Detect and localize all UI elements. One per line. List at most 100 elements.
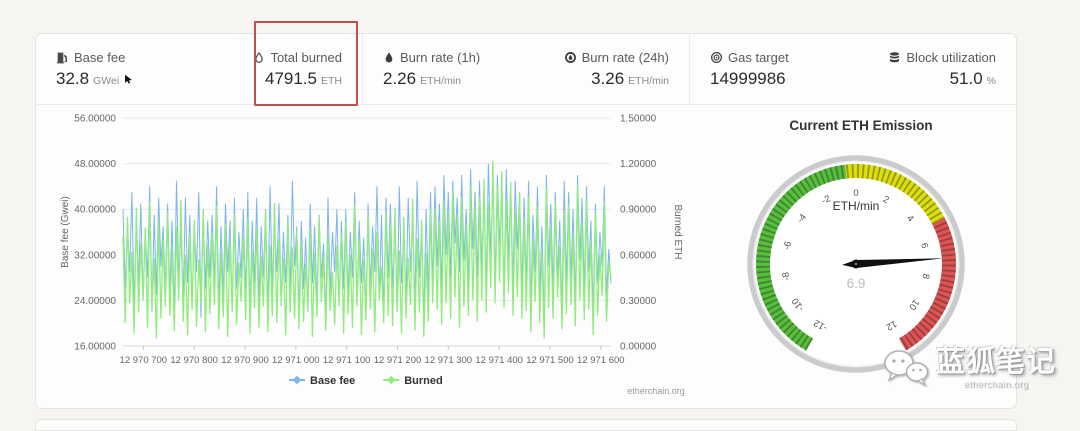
y-left-tick-label: 24.00000 (74, 296, 116, 307)
stat-label: Burn rate (24h) (581, 49, 669, 65)
gauge-value: 6.9 (847, 276, 866, 291)
droplet-icon (383, 51, 395, 64)
y-left-tick-label: 56.00000 (74, 114, 116, 125)
gauge-scale-label: 0 (853, 188, 858, 199)
y-left-tick-label: 40.00000 (74, 205, 116, 216)
gauge-unit-label: ETH/min (833, 199, 880, 213)
database-icon (888, 51, 901, 64)
stat-burn-rate-24h-value-row: 3.26 ETH/min (591, 69, 669, 89)
x-tick-label: 12 971 600 (577, 355, 625, 366)
stat-burn-rate-1h-label-row: Burn rate (1h) (383, 50, 480, 65)
y-right-tick-label: 0.90000 (620, 205, 657, 216)
stat-gas-target-value-row: 14999986 (710, 69, 790, 89)
stat-burn-rate-24h: Burn rate (24h) 3.26 ETH/min (564, 50, 669, 89)
y-right-tick-label: 0.30000 (620, 296, 657, 307)
stat-group-burn-rates: Burn rate (1h) 2.26 ETH/min Burn rate (24… (363, 34, 690, 104)
stat-value: 32.8 (56, 68, 90, 88)
gauge-scale-label: 2 (881, 194, 890, 206)
stat-value: 14999986 (710, 68, 786, 88)
legend-item-burned[interactable]: Burned (383, 375, 443, 387)
gauge-needle-hub-dot (854, 262, 858, 266)
stat-base-fee-value-row: 32.8 GWei (56, 69, 134, 89)
x-tick-label: 12 971 200 (374, 355, 422, 366)
stat-total-burned-label-row: Total burned (253, 50, 342, 65)
stat-label: Block utilization (906, 49, 996, 65)
x-tick-label: 12 970 900 (221, 355, 269, 366)
gauge-scale-label: 8 (920, 273, 932, 280)
stat-base-fee[interactable]: Base fee 32.8 GWei (56, 50, 134, 89)
stat-value: 4791.5 (265, 68, 317, 88)
y-right-axis-title: Burned ETH (672, 204, 683, 259)
legend-marker-symbol (386, 375, 396, 385)
gauge-needle (842, 258, 944, 268)
y-right-tick-label: 1.20000 (620, 159, 657, 170)
y-right-tick-label: 0.60000 (620, 250, 657, 261)
stat-group-block: Gas target 14999986 Block utilization 51… (690, 34, 1016, 104)
y-right-tick-label: 1.50000 (620, 114, 657, 125)
legend-marker-symbol (292, 375, 302, 385)
stat-value: 2.26 (383, 68, 417, 88)
stats-header: Base fee 32.8 GWei Total burned 4791.5 ETH (36, 34, 1016, 105)
stat-total-burned: Total burned 4791.5 ETH (253, 50, 342, 89)
stat-gas-target: Gas target 14999986 (710, 50, 790, 89)
legend-label: Base fee (310, 375, 355, 387)
gauge-scale-label: -8 (780, 271, 792, 281)
stat-unit: ETH (321, 74, 342, 87)
stat-block-utilization: Block utilization 51.0% (888, 50, 996, 89)
gauge-band (898, 217, 956, 351)
gas-pump-icon (56, 51, 69, 64)
flame-ring-icon (564, 51, 577, 64)
stat-gas-target-label-row: Gas target (710, 50, 790, 65)
x-tick-label: 12 971 300 (425, 355, 473, 366)
gauge-scale-label: 6 (918, 242, 930, 250)
stat-burn-rate-1h-value-row: 2.26 ETH/min (383, 69, 480, 89)
gauge-title: Current ETH Emission (789, 118, 933, 133)
x-tick-label: 12 971 500 (526, 355, 574, 366)
droplet-outline-icon (253, 51, 265, 64)
cursor-icon (123, 74, 134, 85)
next-card-edge (35, 419, 1017, 431)
series-burned (122, 160, 612, 339)
y-left-axis-title: Base fee (Gwei) (60, 196, 71, 268)
target-icon (710, 51, 723, 64)
stat-block-utilization-value-row: 51.0% (950, 69, 996, 89)
y-right-tick-label: 0.00000 (620, 342, 657, 353)
stat-label: Burn rate (1h) (400, 49, 481, 65)
dashboard-card: Base fee 32.8 GWei Total burned 4791.5 ETH (35, 33, 1017, 409)
stat-label: Base fee (74, 49, 126, 65)
y-left-tick-label: 32.00000 (74, 250, 116, 261)
stat-value: 51.0 (949, 68, 983, 88)
stat-label: Total burned (270, 49, 342, 65)
burn-chart[interactable]: 16.00000 0.00000 24.00000 0.30000 32.00000 0.… (46, 110, 706, 410)
legend-item-base-fee[interactable]: Base fee (289, 375, 355, 387)
stat-value: 3.26 (591, 68, 625, 88)
stat-label: Gas target (728, 49, 789, 65)
stat-burn-rate-24h-label-row: Burn rate (24h) (564, 50, 669, 65)
x-tick-label: 12 971 400 (475, 355, 523, 366)
x-tick-label: 12 971 100 (323, 355, 371, 366)
gauge-bezel-inner (752, 160, 960, 368)
stat-unit: ETH/min (628, 74, 669, 87)
gauge-scale-label: -2 (820, 193, 832, 207)
gauge-scale-label: 10 (906, 297, 921, 312)
gauge-scale-label: 12 (884, 318, 899, 333)
y-left-tick-label: 16.00000 (74, 342, 116, 353)
x-tick-label: 12 971 000 (272, 355, 320, 366)
stat-block-utilization-label-row: Block utilization (888, 50, 996, 65)
x-tick-label: 12 970 700 (120, 355, 168, 366)
stat-unit: % (986, 74, 996, 87)
stat-burn-rate-1h: Burn rate (1h) 2.26 ETH/min (383, 50, 480, 89)
chart-credit: etherchain.org (627, 386, 685, 396)
legend-label: Burned (404, 375, 443, 387)
gauge-scale-label: -6 (781, 240, 794, 251)
gauge-band (756, 164, 847, 351)
x-tick-label: 12 970 800 (170, 355, 218, 366)
y-left-tick-label: 48.00000 (74, 159, 116, 170)
stat-unit: GWei (93, 74, 120, 87)
stat-base-fee-label-row: Base fee (56, 50, 134, 65)
stat-total-burned-value-row: 4791.5 ETH (265, 69, 342, 89)
stat-unit: ETH/min (420, 74, 461, 87)
stat-group-fees: Base fee 32.8 GWei Total burned 4791.5 ETH (36, 34, 363, 104)
gauge-band (845, 164, 945, 225)
